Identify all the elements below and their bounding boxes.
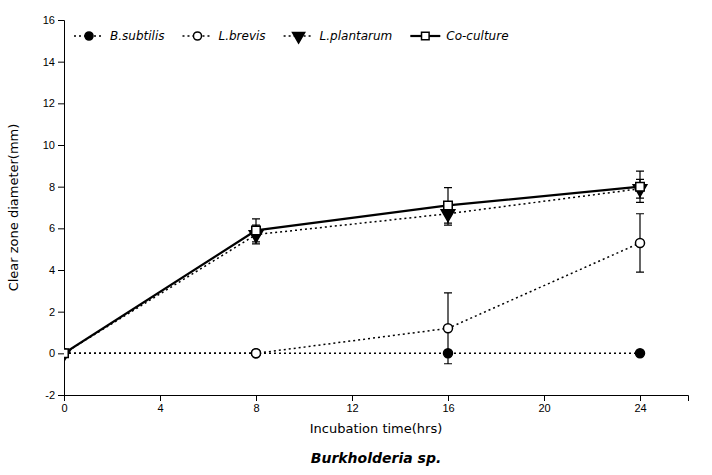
legend-item: L.brevis: [182, 29, 265, 43]
y-tick-label: 6: [49, 222, 55, 234]
y-tick-mark: [58, 62, 64, 63]
y-tick-mark: [58, 353, 64, 354]
x-tick: 0: [61, 395, 67, 414]
y-tick: 14: [43, 56, 64, 68]
x-tick: 12: [346, 395, 358, 414]
series: [64, 349, 645, 358]
x-tick-label: 24: [634, 402, 646, 414]
legend-label: Co-culture: [446, 29, 508, 43]
legend-label: B.subtilis: [110, 29, 164, 43]
y-tick: 8: [49, 181, 64, 193]
y-tick-mark: [58, 103, 64, 104]
x-tick-mark: [448, 395, 449, 401]
marker: [251, 349, 260, 358]
error-bar: [444, 188, 452, 223]
error-bar: [636, 171, 644, 202]
x-tick-label: 12: [346, 402, 358, 414]
x-axis: 0 4 8 12 16 20 24: [61, 395, 688, 414]
y-tick-mark: [58, 228, 64, 229]
marker: [635, 238, 644, 247]
x-tick: 24: [634, 395, 646, 414]
y-tick-mark: [58, 145, 64, 146]
y-tick-label: 8: [49, 181, 55, 193]
legend-item: B.subtilis: [74, 29, 164, 43]
x-tick-label: 8: [253, 402, 259, 414]
marker: [64, 349, 68, 357]
marker: [252, 226, 260, 234]
y-tick: -2: [45, 389, 64, 401]
x-tick: 8: [253, 395, 259, 414]
legend-swatch-marker: [193, 32, 201, 40]
error-bar: [252, 219, 260, 242]
error-bar: [444, 293, 452, 364]
y-tick-mark: [58, 20, 64, 21]
x-tick-mark: [544, 395, 545, 401]
legend-swatch-marker: [293, 32, 305, 43]
x-tick-label: 4: [157, 402, 163, 414]
x-tick-mark: [352, 395, 353, 401]
legend-swatch-marker: [85, 32, 93, 40]
series-line: [64, 187, 640, 354]
y-axis: -2 0 2 4 6 8 10 12 14 16: [43, 14, 65, 401]
x-tick-label: 0: [61, 402, 67, 414]
marker: [444, 201, 452, 209]
x-tick: 16: [442, 395, 454, 414]
series-line: [64, 189, 640, 354]
marker: [636, 182, 644, 190]
y-axis-line: [58, 21, 65, 396]
y-tick: 12: [43, 97, 64, 109]
y-tick-label: -2: [45, 389, 55, 401]
x-axis-line: [65, 396, 689, 402]
legend: B.subtilis L.brevis L.plantarum Co-culture: [74, 29, 509, 43]
x-tick-mark: [160, 395, 161, 401]
marker: [251, 349, 260, 358]
error-bar: [636, 214, 644, 272]
y-tick-mark: [58, 312, 64, 313]
x-tick-mark: [640, 395, 641, 401]
marker: [443, 324, 452, 333]
x-tick-mark: [256, 395, 257, 401]
title: Burkholderia sp.: [311, 450, 441, 466]
legend-label: L.brevis: [218, 29, 265, 43]
series: [64, 179, 647, 361]
y-tick: 16: [43, 14, 64, 26]
plot: 04812162024-20246810121416B.subtilisL.br…: [43, 14, 689, 414]
marker: [635, 349, 644, 358]
marker: [64, 349, 69, 358]
y-tick: 6: [49, 222, 64, 234]
y-tick: 10: [43, 139, 64, 151]
y-tick-mark: [58, 187, 64, 188]
y-tick-label: 2: [49, 306, 55, 318]
y-tick: 0: [49, 347, 64, 359]
y-tick: 2: [49, 306, 64, 318]
x-tick-label: 16: [442, 402, 454, 414]
series: [64, 171, 644, 358]
y-tick-label: 16: [43, 14, 55, 26]
y-tick-mark: [58, 270, 64, 271]
y-tick: 4: [49, 264, 64, 276]
legend-item: Co-culture: [410, 29, 508, 43]
y-axis-title: Clear zone diameter(mm): [6, 124, 21, 292]
y-tick-label: 12: [43, 97, 55, 109]
y-tick-label: 10: [43, 139, 55, 151]
legend-label: L.plantarum: [320, 29, 393, 43]
y-tick-label: 4: [49, 264, 55, 276]
marker: [64, 349, 69, 358]
legend-item: L.plantarum: [284, 29, 393, 43]
y-tick-mark: [58, 395, 64, 396]
x-axis-title: Incubation time(hrs): [310, 421, 443, 436]
legend-swatch-marker: [422, 32, 430, 40]
x-tick-label: 20: [538, 402, 550, 414]
chart: 04812162024-20246810121416B.subtilisL.br…: [0, 0, 712, 475]
marker: [64, 349, 71, 361]
x-tick: 20: [538, 395, 550, 414]
series: [64, 214, 645, 364]
x-tick: 4: [157, 395, 163, 414]
marks: [64, 171, 647, 364]
y-tick-label: 0: [49, 347, 55, 359]
y-tick-label: 14: [43, 56, 55, 68]
